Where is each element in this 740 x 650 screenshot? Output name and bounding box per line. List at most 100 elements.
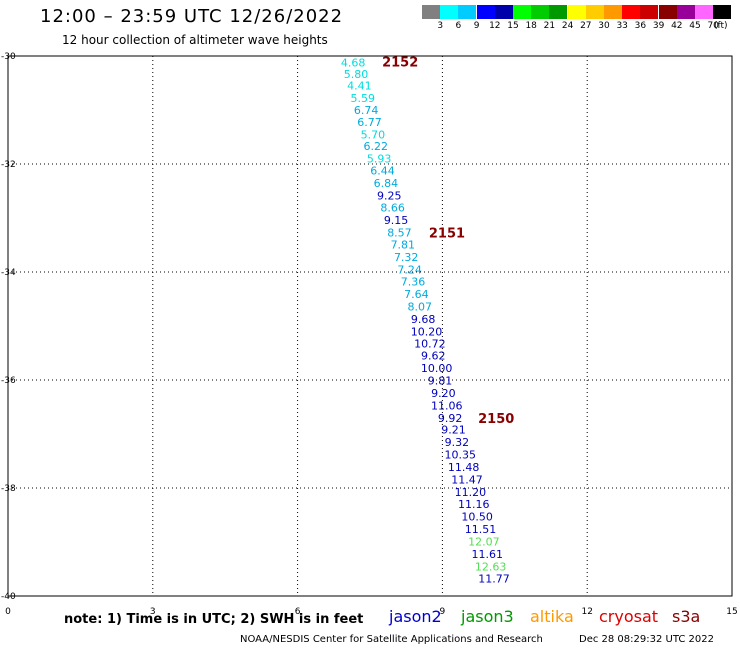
wave-height-point: 9.68 xyxy=(411,313,436,326)
colorbar-label: 30 xyxy=(598,21,610,31)
colorbar-label: 45 xyxy=(689,21,701,31)
y-tick-label: -34 xyxy=(1,268,16,278)
y-tick-label: -38 xyxy=(1,484,16,494)
y-tick-label: -36 xyxy=(1,376,16,386)
colorbar-swatch xyxy=(676,5,695,19)
satellite-s3a: s3a xyxy=(672,607,701,626)
wave-height-point: 5.80 xyxy=(344,68,369,81)
wave-height-point: 7.64 xyxy=(404,288,429,301)
wave-height-point: 10.20 xyxy=(411,325,443,338)
wave-height-point: 11.51 xyxy=(465,523,497,536)
colorbar-swatch xyxy=(658,5,677,19)
wave-height-point: 11.48 xyxy=(448,461,480,474)
generated-timestamp: Dec 28 08:29:32 UTC 2022 xyxy=(579,634,714,645)
x-tick-label: 15 xyxy=(726,607,737,617)
colorbar-label: 33 xyxy=(616,21,628,31)
satellite-cryosat: cryosat xyxy=(599,607,659,626)
colorbar-label: 70 xyxy=(707,21,719,31)
colorbar-swatch xyxy=(531,5,550,19)
colorbar-swatch xyxy=(567,5,586,19)
x-tick-label: 0 xyxy=(5,607,11,617)
y-tick-label: -40 xyxy=(1,592,16,602)
colorbar-swatch xyxy=(622,5,641,19)
pass-number-annotation: 2152 xyxy=(382,55,418,70)
wave-height-point: 9.21 xyxy=(441,424,466,437)
wave-height-point: 9.25 xyxy=(377,189,402,202)
colorbar-label: 36 xyxy=(634,21,647,31)
colorbar-swatch xyxy=(513,5,531,19)
colorbar-swatch xyxy=(422,5,440,19)
satellite-altika: altika xyxy=(530,607,574,626)
wave-height-point: 5.93 xyxy=(367,153,392,166)
colorbar-label: 6 xyxy=(455,21,462,31)
wave-height-point: 10.72 xyxy=(414,337,446,350)
wave-height-point: 7.81 xyxy=(391,238,416,251)
wave-height-point: 12.63 xyxy=(475,560,507,573)
colorbar-label: 39 xyxy=(652,21,665,31)
wave-height-point: 9.15 xyxy=(384,214,409,227)
wave-height-point: 10.35 xyxy=(445,449,477,462)
x-tick-label: 12 xyxy=(581,607,592,617)
wave-height-point: 9.20 xyxy=(431,387,456,400)
wave-height-point: 7.36 xyxy=(401,276,426,289)
wave-height-point: 4.41 xyxy=(347,80,372,93)
wave-height-point: 11.16 xyxy=(458,498,490,511)
wave-height-point: 6.74 xyxy=(354,104,379,117)
colorbar-swatch xyxy=(695,5,713,19)
colorbar-swatch xyxy=(585,5,604,19)
colorbar-swatch xyxy=(476,5,495,19)
x-tick-label: 6 xyxy=(295,607,301,617)
colorbar-unit: (ft) xyxy=(714,21,728,31)
satellite-jason2: jason2 xyxy=(389,607,442,626)
colorbar-label: 9 xyxy=(473,21,480,31)
colorbar-swatch xyxy=(604,5,622,19)
colorbar-label: 27 xyxy=(580,21,592,31)
y-tick-label: -32 xyxy=(1,160,16,170)
colorbar-label: 42 xyxy=(671,21,683,31)
chart-subtitle: 12 hour collection of altimeter wave hei… xyxy=(62,33,328,47)
colorbar-swatch xyxy=(494,5,513,19)
wave-height-point: 7.32 xyxy=(394,251,419,264)
wave-height-point: 8.07 xyxy=(407,301,432,314)
footer-note: note: 1) Time is in UTC; 2) SWH is in fe… xyxy=(64,612,364,627)
y-tick-label: -30 xyxy=(1,52,16,62)
wave-height-point: 5.70 xyxy=(361,128,386,141)
wave-height-point: 11.06 xyxy=(431,399,463,412)
wave-height-point: 9.81 xyxy=(428,375,453,388)
wave-height-point: 11.77 xyxy=(478,573,510,586)
colorbar-swatch xyxy=(440,5,459,19)
pass-number-annotation: 2151 xyxy=(429,227,465,242)
wave-height-point: 8.66 xyxy=(380,202,405,215)
wave-height-point: 5.59 xyxy=(351,92,376,105)
wave-height-point: 10.50 xyxy=(461,511,493,524)
wave-height-point: 11.61 xyxy=(472,548,504,561)
x-tick-label: 3 xyxy=(150,607,156,617)
pass-number-annotation: 2150 xyxy=(478,412,514,427)
colorbar-label: 12 xyxy=(489,21,501,31)
wave-height-point: 9.32 xyxy=(445,436,470,449)
wave-height-point: 6.77 xyxy=(357,116,382,129)
colorbar-swatch xyxy=(549,5,568,19)
colorbar-label: 24 xyxy=(561,21,574,31)
wave-height-point: 10.00 xyxy=(421,362,453,375)
wave-height-point: 6.84 xyxy=(374,177,399,190)
wave-height-point: 11.47 xyxy=(451,473,483,486)
colorbar-label: 3 xyxy=(437,21,444,31)
credit-text: NOAA/NESDIS Center for Satellite Applica… xyxy=(240,634,543,645)
wave-height-point: 11.20 xyxy=(455,486,487,499)
wave-height-point: 4.68 xyxy=(341,56,366,69)
chart-title: 12:00 – 23:59 UTC 12/26/2022 xyxy=(40,6,344,27)
wave-height-point: 7.24 xyxy=(397,263,422,276)
x-tick-label: 9 xyxy=(440,607,446,617)
wave-height-point: 12.07 xyxy=(468,535,500,548)
wave-height-point: 6.44 xyxy=(370,164,395,177)
wave-height-point: 9.92 xyxy=(438,412,463,425)
colorbar-swatch xyxy=(713,5,732,19)
colorbar-swatch xyxy=(640,5,659,19)
satellite-jason3: jason3 xyxy=(461,607,514,626)
colorbar-label: 21 xyxy=(543,21,556,31)
wave-height-point: 8.57 xyxy=(387,227,412,240)
plot-frame xyxy=(7,55,733,597)
